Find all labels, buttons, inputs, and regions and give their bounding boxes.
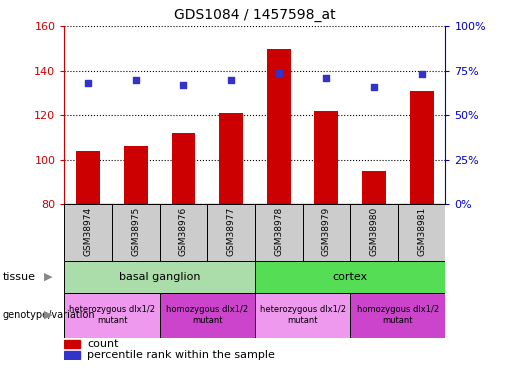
Point bbox=[132, 77, 140, 83]
Bar bbox=[362, 171, 386, 204]
Text: GSM38980: GSM38980 bbox=[370, 207, 379, 256]
Text: GSM38979: GSM38979 bbox=[322, 207, 331, 256]
Bar bbox=[255, 204, 303, 261]
Text: heterozygous dlx1/2
mutant: heterozygous dlx1/2 mutant bbox=[260, 305, 346, 325]
Point bbox=[322, 75, 331, 81]
Text: GSM38981: GSM38981 bbox=[417, 207, 426, 256]
Bar bbox=[255, 261, 445, 292]
Bar bbox=[350, 292, 445, 338]
Bar bbox=[303, 204, 350, 261]
Point bbox=[370, 84, 378, 90]
Text: GSM38978: GSM38978 bbox=[274, 207, 283, 256]
Bar bbox=[255, 292, 350, 338]
Bar bbox=[64, 261, 255, 292]
Bar bbox=[219, 113, 243, 204]
Text: tissue: tissue bbox=[3, 272, 36, 282]
Point bbox=[179, 82, 187, 88]
Text: GSM38974: GSM38974 bbox=[84, 207, 93, 256]
Bar bbox=[160, 292, 255, 338]
Bar bbox=[64, 351, 80, 359]
Bar bbox=[398, 204, 445, 261]
Text: homozygous dlx1/2
mutant: homozygous dlx1/2 mutant bbox=[166, 305, 248, 325]
Text: GSM38977: GSM38977 bbox=[227, 207, 235, 256]
Text: heterozygous dlx1/2
mutant: heterozygous dlx1/2 mutant bbox=[69, 305, 155, 325]
Bar bbox=[112, 204, 160, 261]
Bar bbox=[207, 204, 255, 261]
Point bbox=[418, 71, 426, 77]
Bar bbox=[315, 111, 338, 204]
Point bbox=[274, 70, 283, 76]
Text: homozygous dlx1/2
mutant: homozygous dlx1/2 mutant bbox=[357, 305, 439, 325]
Text: count: count bbox=[87, 339, 119, 349]
Bar bbox=[64, 340, 80, 348]
Bar bbox=[64, 204, 112, 261]
Bar bbox=[124, 147, 148, 204]
Text: ▶: ▶ bbox=[44, 310, 53, 320]
Text: genotype/variation: genotype/variation bbox=[3, 310, 95, 320]
Title: GDS1084 / 1457598_at: GDS1084 / 1457598_at bbox=[174, 9, 336, 22]
Bar bbox=[171, 133, 195, 204]
Bar bbox=[410, 91, 434, 204]
Bar bbox=[160, 204, 207, 261]
Text: cortex: cortex bbox=[333, 272, 368, 282]
Point bbox=[84, 80, 92, 86]
Bar bbox=[76, 151, 100, 204]
Bar bbox=[64, 292, 160, 338]
Text: GSM38975: GSM38975 bbox=[131, 207, 140, 256]
Bar bbox=[350, 204, 398, 261]
Text: GSM38976: GSM38976 bbox=[179, 207, 188, 256]
Bar bbox=[267, 48, 290, 204]
Text: ▶: ▶ bbox=[44, 272, 53, 282]
Point bbox=[227, 77, 235, 83]
Text: percentile rank within the sample: percentile rank within the sample bbox=[87, 350, 275, 360]
Text: basal ganglion: basal ganglion bbox=[119, 272, 200, 282]
